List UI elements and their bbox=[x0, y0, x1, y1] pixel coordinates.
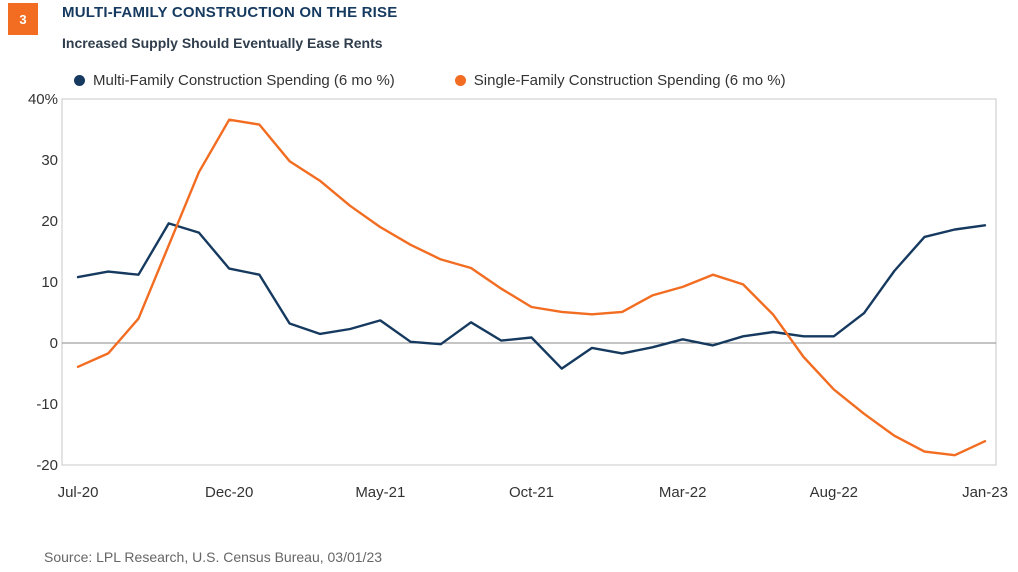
x-tick-label: Dec-20 bbox=[205, 484, 253, 501]
plot-frame bbox=[61, 98, 997, 466]
y-tick-label: 20 bbox=[41, 213, 58, 230]
legend-marker-single-family bbox=[454, 75, 466, 86]
y-axis-ticks: 40% 30 20 10 0 -10 -20 bbox=[28, 91, 58, 474]
y-tick-label: 0 bbox=[50, 335, 58, 352]
source-note: Source: LPL Research, U.S. Census Bureau… bbox=[44, 549, 383, 565]
legend-item-multi-family: Multi-Family Construction Spending (6 mo… bbox=[74, 72, 395, 89]
x-axis-ticks: Jul-20 Dec-20 May-21 Oct-21 Mar-22 Aug-22 Jan-… bbox=[58, 484, 1008, 501]
x-tick-label: Jul-20 bbox=[58, 484, 99, 501]
y-tick-label: 30 bbox=[41, 152, 58, 169]
x-tick-label: Oct-21 bbox=[509, 484, 554, 501]
legend-marker-multi-family bbox=[74, 75, 85, 86]
legend-item-single-family: Single-Family Construction Spending (6 m… bbox=[454, 72, 786, 89]
chart-subtitle: Increased Supply Should Eventually Ease … bbox=[62, 35, 383, 51]
y-tick-label: 40% bbox=[28, 91, 58, 108]
chart-number-badge: 3 bbox=[8, 3, 38, 35]
y-tick-label: -20 bbox=[36, 457, 58, 474]
x-tick-label: May-21 bbox=[355, 484, 405, 501]
chart-legend: Multi-Family Construction Spending (6 mo… bbox=[74, 72, 846, 89]
chart-title: MULTI-FAMILY CONSTRUCTION ON THE RISE bbox=[62, 4, 398, 21]
plot-border bbox=[61, 98, 997, 466]
x-tick-label: Jan-23 bbox=[962, 484, 1008, 501]
y-tick-label: 10 bbox=[41, 274, 58, 291]
legend-label-multi-family: Multi-Family Construction Spending (6 mo… bbox=[93, 72, 395, 89]
multi-family-line bbox=[76, 222, 987, 370]
single-family-line bbox=[76, 118, 987, 457]
y-tick-label: -10 bbox=[36, 396, 58, 413]
series-lines bbox=[76, 118, 987, 457]
legend-label-single-family: Single-Family Construction Spending (6 m… bbox=[473, 72, 786, 89]
x-tick-label: Aug-22 bbox=[810, 484, 858, 501]
x-tick-label: Mar-22 bbox=[659, 484, 707, 501]
